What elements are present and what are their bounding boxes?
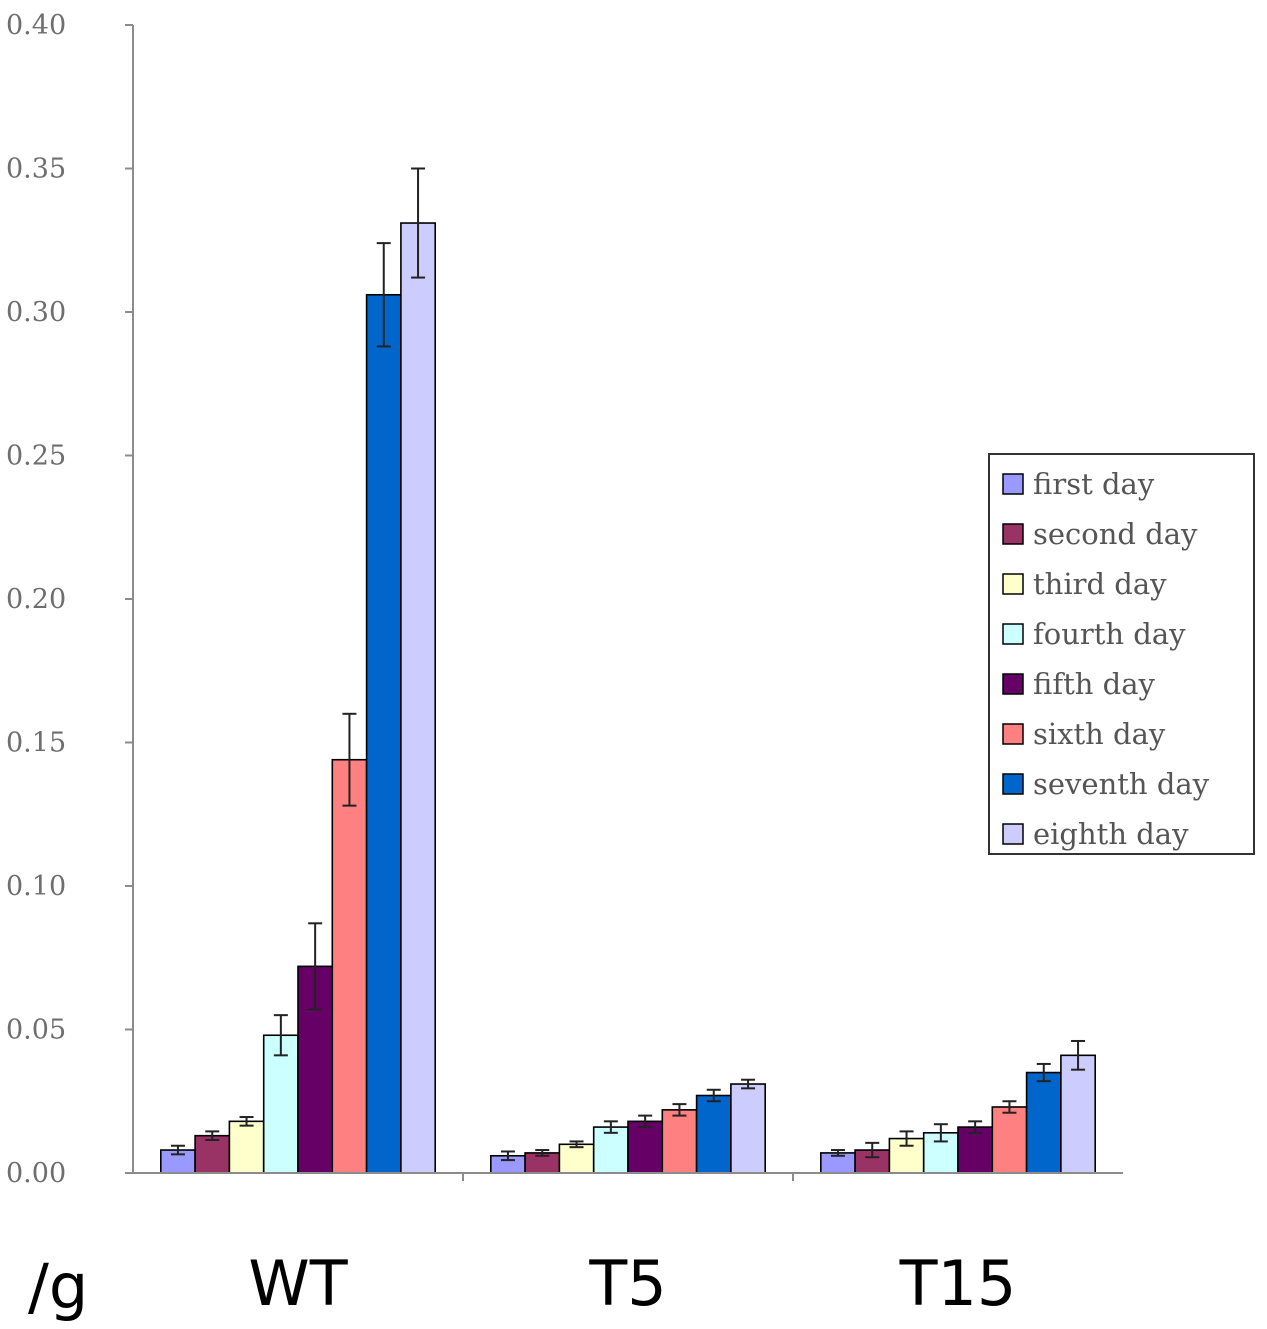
y-tick-label: 0.25 <box>6 441 66 472</box>
bar <box>695 1094 732 1174</box>
bar <box>592 1126 629 1174</box>
legend-swatch <box>1002 673 1024 695</box>
y-tick-label: 0.05 <box>6 1015 66 1046</box>
legend-swatch <box>1002 723 1024 745</box>
legend-label: fifth day <box>1033 667 1155 701</box>
y-tick-label: 0.10 <box>6 871 66 902</box>
legend: first day second day third day fourth day fi… <box>988 453 1255 855</box>
legend-swatch <box>1002 623 1024 645</box>
legend-label: second day <box>1033 517 1198 551</box>
legend-box <box>988 453 1255 855</box>
x-category-label: T15 <box>899 1247 1017 1320</box>
legend-swatch <box>1002 473 1024 495</box>
legend-label: first day <box>1033 467 1155 501</box>
y-tick-label: 0.15 <box>6 728 66 759</box>
y-axis: 0.00 0.05 0.10 0.15 0.20 0.25 0.30 0.35 0.40 <box>6 10 134 1189</box>
x-axis: WT T5 T15 <box>133 1172 1123 1320</box>
y-tick-label: 0.40 <box>6 10 66 41</box>
bar <box>331 758 368 1174</box>
bar <box>400 222 436 1174</box>
bar <box>957 1126 994 1174</box>
x-category-label: WT <box>248 1247 348 1320</box>
bar <box>194 1134 231 1174</box>
legend-swatch <box>1002 573 1024 595</box>
y-tick-label: 0.00 <box>6 1158 66 1189</box>
bars <box>160 167 1097 1174</box>
bar <box>730 1083 767 1174</box>
legend-swatch <box>1002 523 1024 545</box>
bar <box>558 1143 595 1174</box>
bar <box>991 1106 1028 1174</box>
y-tick-label: 0.30 <box>6 297 66 328</box>
legend-label: third day <box>1033 567 1167 601</box>
bar <box>661 1109 698 1174</box>
bar <box>1025 1071 1062 1174</box>
bar <box>365 293 402 1174</box>
x-category-label: T5 <box>588 1247 666 1320</box>
bar <box>627 1120 664 1174</box>
y-unit-label: /g <box>28 1250 88 1323</box>
legend-label: eighth day <box>1033 817 1189 851</box>
y-tick-label: 0.20 <box>6 584 66 615</box>
legend-label: fourth day <box>1033 617 1186 651</box>
legend-label: seventh day <box>1033 767 1210 801</box>
legend-label: sixth day <box>1033 717 1166 751</box>
legend-swatch <box>1002 823 1024 845</box>
y-tick-label: 0.35 <box>6 154 66 185</box>
bar <box>1060 1054 1097 1174</box>
bar <box>228 1120 265 1174</box>
legend-swatch <box>1002 773 1024 795</box>
